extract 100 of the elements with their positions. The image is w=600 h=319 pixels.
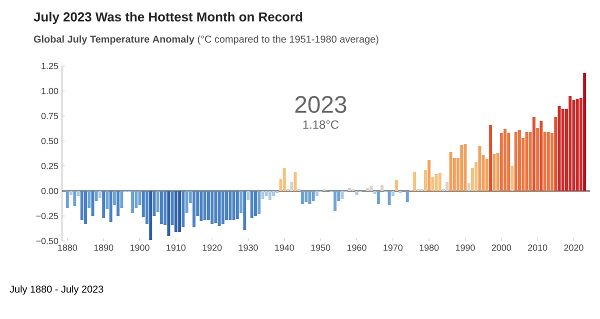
bar — [131, 191, 134, 213]
bar — [540, 120, 543, 191]
bar — [507, 132, 510, 191]
bar — [264, 191, 268, 196]
bar — [304, 191, 308, 202]
bar — [434, 174, 438, 191]
bar — [460, 144, 464, 191]
x-tick-label: 1880 — [58, 244, 78, 251]
bar — [98, 191, 102, 198]
bar — [73, 191, 76, 206]
bar — [102, 191, 106, 218]
bar — [206, 191, 210, 220]
bar — [546, 132, 550, 191]
y-tick-label: 1.00 — [42, 88, 58, 94]
annotation: 2023 — [295, 96, 346, 113]
x-tick-label: 1900 — [130, 244, 150, 251]
y-tick-label: −0.25 — [36, 212, 58, 220]
bar — [225, 191, 228, 220]
bar — [66, 191, 69, 208]
bar — [282, 168, 286, 191]
bar — [116, 191, 120, 216]
bar — [528, 132, 532, 191]
bar — [192, 191, 196, 227]
bar — [70, 191, 73, 195]
bar — [258, 191, 261, 214]
bar — [203, 191, 206, 220]
bar — [334, 191, 337, 211]
bar — [312, 191, 315, 201]
bar — [391, 191, 394, 196]
bar — [366, 188, 370, 191]
bar — [210, 191, 214, 224]
y-tick-label: 1.25 — [42, 62, 58, 70]
bar — [214, 191, 218, 223]
bar — [84, 191, 87, 224]
y-tick-label: 0.75 — [41, 112, 58, 120]
bar — [120, 191, 124, 208]
bar — [492, 154, 496, 191]
bar — [301, 191, 304, 204]
bar — [406, 191, 409, 202]
x-tick-label: 1920 — [202, 244, 222, 251]
x-tick-label: 1970 — [384, 244, 403, 251]
bar — [221, 191, 224, 224]
bar — [232, 191, 236, 220]
x-tick-label: 1930 — [238, 244, 258, 251]
bar — [146, 191, 148, 224]
bar — [478, 146, 482, 191]
bar — [449, 152, 452, 191]
y-tick-label: −0.50 — [36, 238, 58, 244]
bar — [268, 191, 272, 200]
bar — [485, 158, 488, 191]
x-tick-label: 1950 — [311, 244, 330, 251]
bar — [376, 191, 380, 204]
bar — [504, 128, 506, 191]
bar — [413, 172, 416, 191]
bar — [112, 191, 116, 205]
bar — [174, 191, 178, 232]
bar — [152, 191, 156, 216]
bar — [94, 191, 98, 201]
bar — [474, 162, 478, 191]
bar — [554, 116, 558, 191]
bar — [80, 191, 84, 220]
x-tick-label: 1890 — [94, 244, 114, 251]
bar — [250, 191, 254, 218]
bar — [467, 183, 470, 191]
bar — [308, 191, 312, 204]
bar — [160, 191, 163, 224]
bar — [388, 191, 391, 205]
y-tick-label: 0.00 — [41, 188, 58, 194]
x-tick-label: 1990 — [456, 244, 475, 251]
chart-title: July 2023 Was the Hottest Month on Record — [34, 12, 302, 24]
bar — [348, 188, 351, 191]
bar — [489, 124, 492, 191]
bar — [543, 132, 546, 191]
x-tick-label: 1960 — [347, 244, 366, 251]
bar — [572, 100, 576, 191]
bar — [149, 191, 152, 240]
bar — [76, 191, 80, 196]
bar — [156, 191, 160, 212]
bar — [290, 182, 294, 191]
x-tick-label: 1910 — [166, 244, 186, 251]
x-tick-label: 2010 — [528, 244, 548, 251]
bar — [550, 132, 554, 191]
bar — [109, 191, 112, 222]
bar — [424, 170, 427, 191]
x-tick-label: 2000 — [492, 244, 512, 251]
bar — [532, 116, 536, 191]
bar — [500, 132, 503, 191]
bar — [536, 128, 540, 191]
bar — [438, 172, 442, 191]
bar — [164, 191, 167, 225]
bar — [218, 191, 221, 226]
bar — [254, 191, 257, 216]
bar — [514, 132, 518, 191]
bar — [170, 191, 174, 225]
bar — [525, 132, 528, 191]
bar — [561, 108, 564, 191]
bar — [315, 191, 318, 196]
bar — [431, 176, 434, 191]
annotation: 1.18°C — [303, 120, 339, 129]
bar — [228, 191, 232, 220]
